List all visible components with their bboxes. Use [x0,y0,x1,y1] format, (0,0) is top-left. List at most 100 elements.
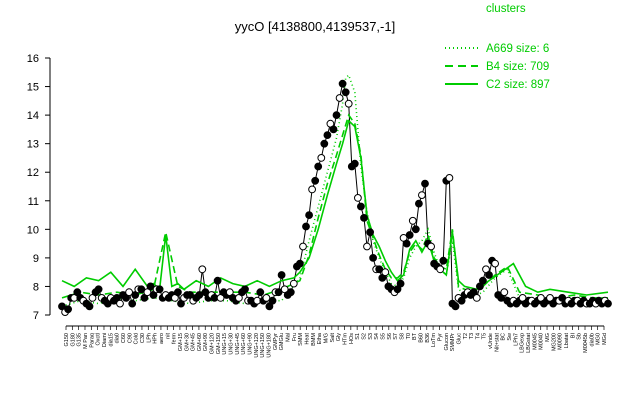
series-layer [58,73,612,317]
data-point [94,285,103,294]
x-tick-label: M0045b [583,333,589,353]
data-point [427,242,436,251]
x-tick-label: Etha [317,332,323,344]
x-tick-label: M Pan [83,333,89,349]
data-point [256,288,265,297]
y-tick-label: 7 [33,310,39,322]
x-tick-label: GM+30 [184,333,190,351]
data-point [341,88,350,97]
data-point [85,302,94,311]
x-tick-label: T3 [469,333,475,339]
x-tick-label: UNG+30 [229,333,235,355]
data-point [366,228,375,237]
y-tick-label: 13 [27,139,39,151]
data-point [418,191,426,200]
x-tick-label: M0090 [558,333,564,350]
data-point [299,242,307,251]
x-tick-label: LPh [146,333,152,343]
x-tick-label: LPh7 [513,333,519,346]
x-tick-label: GM+150 [216,333,222,354]
x-tick-label: HPh [153,333,159,344]
data-point [451,302,460,311]
x-tick-label: HTm [342,333,348,345]
x-tick-label: BI [570,333,576,339]
x-tick-label: S4 [374,333,380,340]
x-tick-label: Diami [102,333,108,347]
x-tick-label: Oxctl [96,333,102,346]
data-point [146,282,155,291]
x-tick-label: M0040 [539,333,545,350]
x-tick-label: Pyr [437,333,443,341]
x-tick-label: Mal [286,333,292,342]
data-point [320,139,329,148]
x-tick-label: Sw [507,333,513,341]
x-tick-label: vUnde [488,333,494,349]
data-point [479,276,487,285]
x-tick-label: M/G [324,333,330,343]
x-tick-label: S2 [361,333,367,340]
x-tick-label: LBGstat [526,333,532,353]
series-line-a669 [61,73,608,308]
data-point [369,254,378,262]
data-point [128,299,137,308]
x-tick-label: UNG+180 [267,333,273,358]
data-point [277,271,286,279]
data-point [332,111,341,119]
x-tick-label: GMPyr [273,333,279,350]
y-tick-label: 10 [27,224,39,236]
data-point [360,214,368,222]
y-tick-label: 16 [27,53,39,65]
x-tick-label: B60 [418,333,424,343]
data-point [363,242,371,251]
x-tick-label: G150 [64,333,70,346]
x-tick-label: MGd [602,333,608,345]
y-tick-label: 14 [27,110,39,122]
x-tick-label: dia0 [115,333,121,343]
x-tick-label: Nit+stat [494,333,500,352]
chart-title: yycO [4138800,4139537,-1] [235,19,395,34]
x-tick-label: GM+60 [197,333,203,351]
x-tick-label: MG [545,333,551,342]
x-tick-label: G135 [77,333,83,346]
data-point [335,94,344,102]
x-tick-label: UNG+90 [248,333,254,355]
x-tick-label: Paraq [89,333,95,348]
x-tick-label: LoTm [431,333,437,347]
x-tick-label: aero [159,333,165,344]
data-point [296,259,304,268]
data-point [289,279,298,288]
x-tick-label: B36 [425,333,431,343]
x-tick-label: LBGexp [520,333,526,353]
data-point [411,225,420,234]
data-point [402,239,411,248]
x-tick-label: C30 [140,333,146,343]
x-tick-label: GM+120 [210,333,216,354]
x-tick-label: GM+15 [178,333,184,351]
data-point [174,288,182,297]
x-tick-label: T2 [463,333,469,339]
x-tick-label: C90 [127,333,133,343]
data-point [268,296,277,305]
data-point [137,285,146,294]
data-point [354,194,362,202]
data-point [439,256,448,265]
x-tick-label: GM+45 [191,333,197,351]
x-tick-label: UNG+45 [235,333,241,355]
x-tick-label: Fru [292,333,298,341]
data-point [500,288,509,297]
data-point [329,125,338,134]
y-tick-label: 12 [27,167,39,179]
data-point [405,231,414,239]
x-tick-label: BMM [311,333,317,346]
x-tick-label: BT [412,332,418,340]
data-point [375,265,384,274]
x-axis: G150 G180 G135 M Pan Paraq Oxctl Diami dia15 dia… [64,325,608,358]
x-tick-label: Heat [305,333,311,345]
x-tick-label: S8 [399,333,405,340]
legend-title: clusters [486,3,526,15]
legend-label-b4: B4 size: 709 [486,61,549,73]
data-point [241,285,249,294]
x-tick-label: S3 [368,333,374,340]
y-tick-label: 8 [33,281,39,293]
